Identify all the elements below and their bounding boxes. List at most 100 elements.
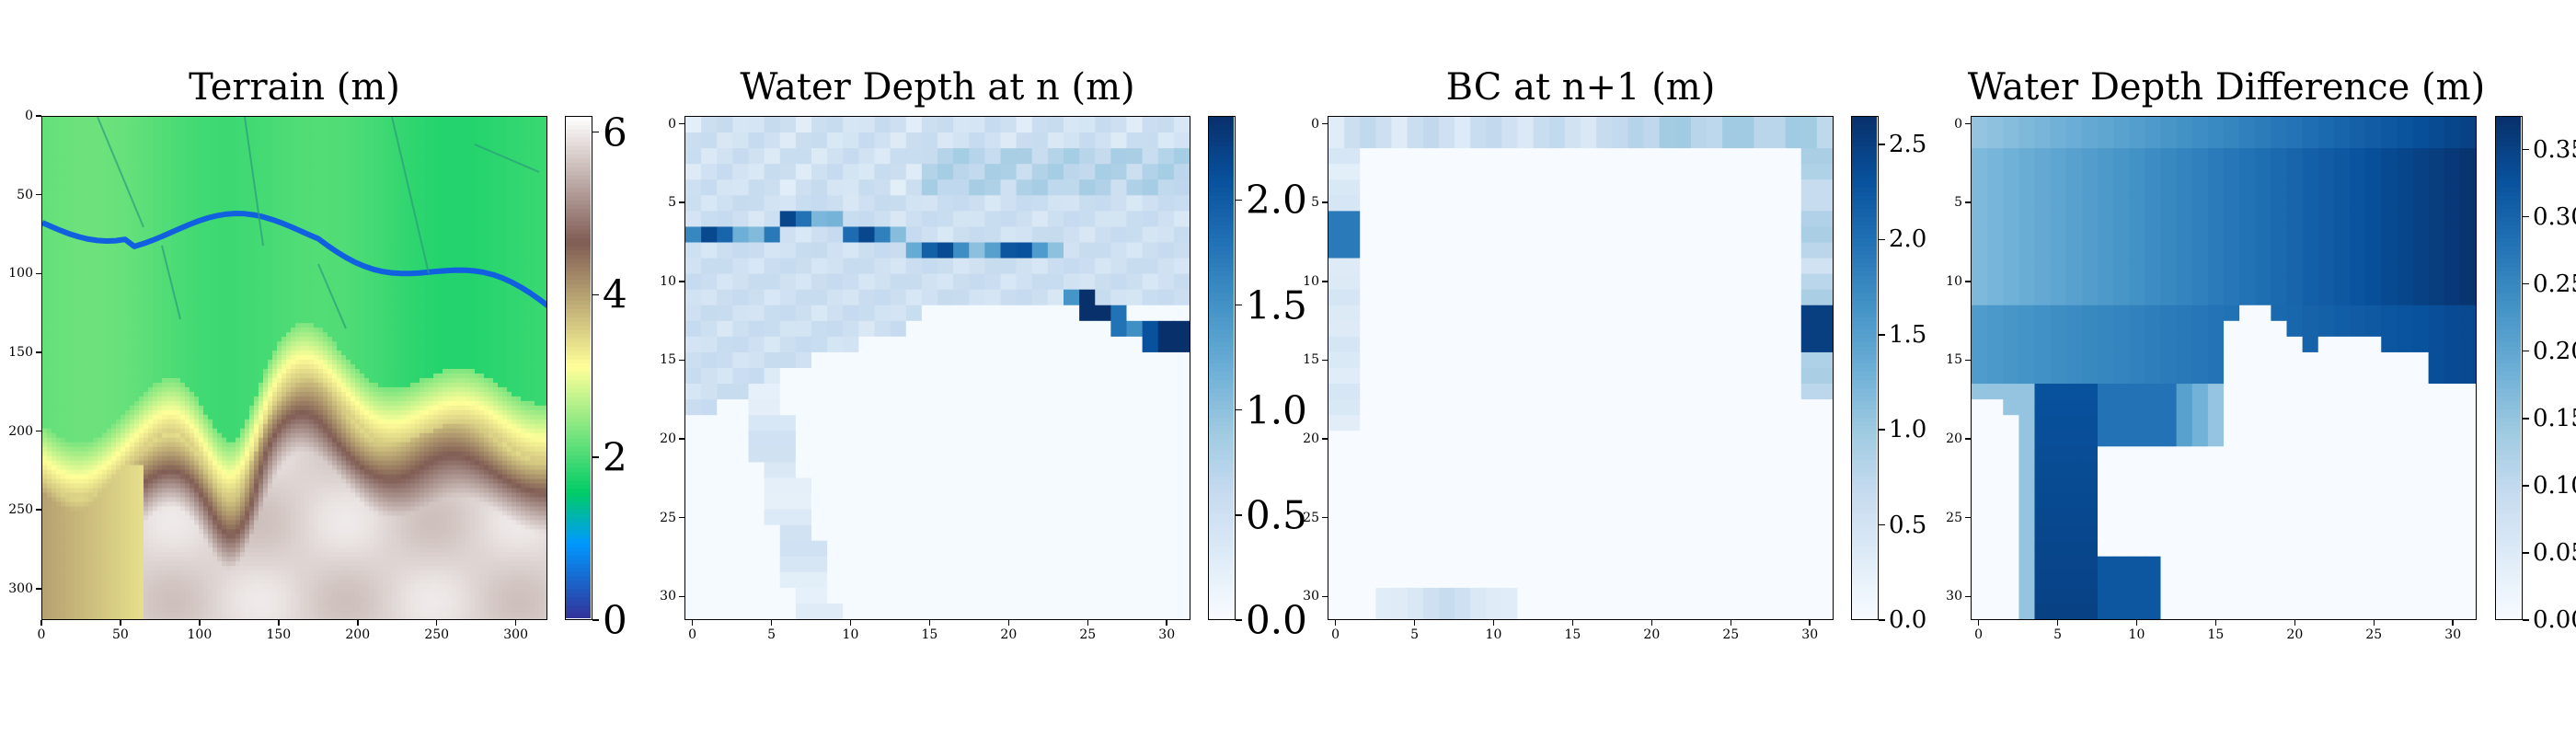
colorbar-tick-label: 0.15 [2533, 404, 2576, 432]
chart-title: Water Depth Difference (m) [1967, 66, 2486, 109]
y-tick-mark [679, 122, 684, 125]
x-tick-mark [1007, 620, 1010, 626]
x-tick-mark [1087, 620, 1089, 626]
colorbar-tick-label: 6 [603, 109, 627, 155]
colorbar-tick-mark [1236, 304, 1242, 306]
x-tick-label: 5 [2053, 627, 2062, 642]
colorbar-tick-label: 0.10 [2533, 471, 2576, 500]
colorbar-tick-mark [1236, 619, 1242, 621]
x-tick-label: 25 [2365, 627, 2383, 642]
y-tick-mark [1322, 122, 1328, 125]
colorbar-tick-mark [1879, 523, 1885, 526]
water-depth-heatmap [684, 116, 1190, 620]
x-tick-label: 0 [37, 627, 46, 642]
colorbar-tick-mark [2523, 350, 2529, 352]
colorbar-tick-label: 4 [603, 271, 627, 317]
x-tick-mark [1809, 620, 1811, 626]
colorbar-tick-mark [1879, 619, 1885, 621]
y-tick-label: 10 [1946, 273, 1962, 289]
x-tick-mark [1977, 620, 1980, 626]
y-tick-label: 100 [8, 266, 33, 282]
x-tick-mark [357, 620, 359, 626]
y-tick-mark [1965, 281, 1971, 282]
y-tick-mark [36, 430, 41, 432]
bc-colorbar [1851, 116, 1879, 620]
colorbar-tick-mark [592, 456, 599, 458]
x-tick-label: 20 [1000, 627, 1018, 642]
y-tick-label: 20 [1946, 431, 1962, 447]
x-tick-label: 0 [1974, 627, 1984, 642]
colorbar-tick-mark [1879, 429, 1885, 431]
y-tick-label: 10 [1303, 273, 1319, 289]
x-tick-label: 100 [187, 627, 213, 642]
depth-diff-colorbar [2495, 116, 2523, 620]
y-tick-label: 20 [660, 431, 676, 447]
y-tick-label: 20 [1303, 431, 1319, 447]
y-tick-label: 5 [1311, 195, 1319, 211]
x-tick-label: 10 [842, 627, 859, 642]
colorbar-tick-mark [592, 131, 599, 133]
colorbar-tick-mark [2523, 418, 2529, 420]
y-tick-mark [1322, 516, 1328, 519]
colorbar-tick-label: 2.0 [1246, 177, 1307, 223]
colorbar-tick-mark [2523, 148, 2529, 151]
y-tick-label: 10 [660, 273, 676, 289]
x-tick-label: 10 [1485, 627, 1502, 642]
y-tick-label: 50 [17, 187, 33, 202]
y-tick-mark [1322, 438, 1328, 440]
colorbar-tick-label: 0.30 [2533, 202, 2576, 231]
y-tick-mark [1322, 281, 1328, 282]
y-tick-label: 0 [668, 116, 676, 132]
y-tick-mark [36, 351, 41, 353]
y-tick-mark [36, 509, 41, 511]
x-tick-mark [2452, 620, 2454, 626]
y-tick-label: 5 [668, 195, 676, 211]
colorbar-tick-mark [1236, 408, 1242, 411]
colorbar-tick-label: 0.35 [2533, 135, 2576, 164]
x-tick-label: 10 [2128, 627, 2145, 642]
x-tick-mark [199, 620, 201, 626]
colorbar-tick-mark [2523, 552, 2529, 554]
x-tick-label: 20 [1643, 627, 1661, 642]
y-tick-mark [679, 595, 684, 598]
bc-heatmap [1328, 116, 1834, 620]
y-tick-mark [1965, 122, 1971, 125]
y-tick-mark [1322, 359, 1328, 362]
y-tick-mark [1965, 438, 1971, 440]
x-tick-mark [2135, 620, 2138, 626]
colorbar-tick-label: 0.5 [1246, 492, 1307, 538]
y-tick-label: 30 [660, 589, 676, 604]
y-tick-label: 0 [1954, 116, 1962, 132]
colorbar-tick-label: 0.25 [2533, 270, 2576, 298]
x-tick-label: 50 [112, 627, 129, 642]
x-tick-mark [40, 620, 42, 626]
colorbar-tick-mark [1236, 199, 1242, 201]
x-tick-label: 5 [767, 627, 776, 642]
y-tick-label: 300 [8, 581, 33, 596]
x-tick-mark [278, 620, 280, 626]
colorbar-tick-label: 2 [603, 434, 627, 480]
colorbar-tick-label: 0.0 [1889, 606, 1927, 634]
terrain-heatmap [41, 116, 547, 620]
colorbar-tick-label: 2.0 [1889, 225, 1927, 254]
colorbar-tick-label: 1.0 [1889, 416, 1927, 444]
x-tick-mark [2214, 620, 2217, 626]
y-tick-label: 25 [1946, 510, 1962, 525]
x-tick-mark [2373, 620, 2375, 626]
y-tick-label: 15 [1303, 352, 1319, 368]
y-tick-mark [679, 516, 684, 519]
colorbar-tick-mark [592, 619, 599, 621]
x-tick-mark [849, 620, 852, 626]
x-tick-label: 15 [2207, 627, 2225, 642]
x-tick-label: 5 [1410, 627, 1419, 642]
terrain-colorbar [565, 116, 592, 620]
x-tick-label: 250 [424, 627, 450, 642]
x-tick-mark [1166, 620, 1167, 626]
y-tick-mark [1965, 359, 1971, 362]
x-tick-mark [1730, 620, 1732, 626]
colorbar-tick-mark [1879, 238, 1885, 241]
y-tick-mark [36, 588, 41, 590]
x-tick-mark [1492, 620, 1495, 626]
x-tick-label: 25 [1722, 627, 1740, 642]
chart-title: BC at n+1 (m) [1445, 66, 1716, 109]
